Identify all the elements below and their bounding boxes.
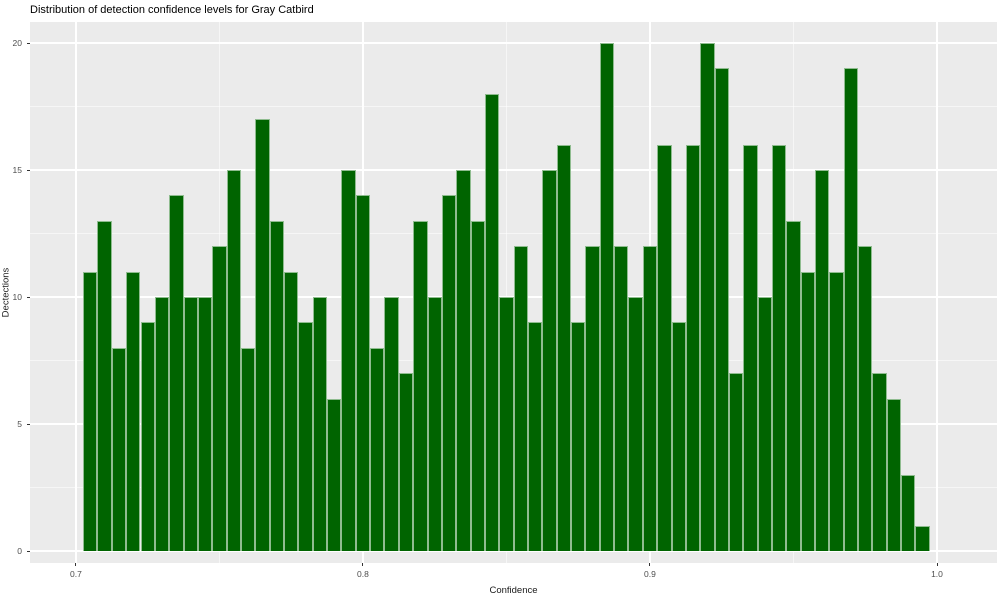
x-minor-gridline: [505, 22, 507, 563]
histogram-bar: [370, 347, 385, 552]
x-tick-label: 1.0: [931, 569, 943, 579]
histogram-bar: [872, 373, 887, 552]
histogram-bar: [599, 43, 615, 552]
histogram-bar: [657, 144, 672, 552]
histogram-bar: [269, 220, 284, 552]
histogram-bar: [441, 195, 457, 552]
histogram-bar: [427, 297, 442, 552]
histogram-bar: [398, 373, 414, 552]
histogram-bar: [226, 170, 241, 552]
histogram-bar: [513, 246, 528, 552]
histogram-bar: [298, 322, 313, 552]
histogram-bar: [714, 68, 729, 552]
x-major-gridline: [936, 22, 938, 563]
histogram-bar: [140, 322, 155, 552]
x-axis-title: Confidence: [489, 585, 538, 596]
histogram-bar: [240, 347, 256, 552]
histogram-bar: [614, 246, 629, 552]
y-tick-mark: [27, 42, 30, 44]
histogram-bar: [700, 43, 715, 552]
x-tick-label: 0.7: [70, 569, 82, 579]
y-tick-mark: [27, 423, 30, 425]
histogram-bar: [800, 271, 816, 552]
histogram-bar: [327, 398, 342, 552]
histogram-bar: [757, 297, 772, 552]
histogram-bar: [255, 119, 270, 552]
histogram-bar: [111, 347, 127, 552]
histogram-bar: [384, 297, 399, 552]
y-tick-label: 10: [12, 292, 22, 303]
histogram-bar: [858, 246, 873, 552]
y-axis-title: Dectections: [0, 267, 12, 318]
histogram-bar: [183, 297, 198, 552]
histogram-bar: [685, 144, 701, 552]
x-tick-label: 0.8: [357, 569, 369, 579]
histogram-bar: [154, 297, 170, 552]
histogram-bar: [169, 195, 184, 552]
histogram-bar: [843, 68, 859, 552]
x-tick-mark: [75, 563, 77, 566]
histogram-bar: [527, 322, 543, 552]
x-tick-label: 0.9: [644, 569, 656, 579]
histogram-bar: [728, 373, 744, 552]
histogram-bar: [499, 297, 514, 552]
y-major-gridline: [30, 169, 997, 171]
histogram-bar: [97, 220, 112, 552]
histogram-bar: [915, 525, 930, 552]
chart-title: Distribution of detection confidence lev…: [30, 4, 314, 16]
histogram-bar: [901, 474, 916, 552]
histogram-bar: [470, 220, 485, 552]
y-tick-label: 0: [17, 546, 22, 557]
histogram-bar: [197, 297, 213, 552]
histogram-bar: [642, 246, 658, 552]
histogram-bar: [628, 297, 643, 552]
histogram-bar: [484, 93, 500, 552]
histogram-bar: [585, 246, 600, 552]
y-minor-gridline: [30, 233, 997, 235]
x-tick-mark: [936, 563, 938, 566]
y-tick-mark: [27, 296, 30, 298]
histogram-bar: [284, 271, 299, 552]
histogram-bar: [671, 322, 686, 552]
histogram-bar: [556, 144, 572, 552]
histogram-bar: [355, 195, 371, 552]
y-tick-label: 20: [12, 38, 22, 49]
histogram-bar: [83, 271, 98, 552]
y-tick-label: 15: [12, 165, 22, 176]
histogram-bar: [786, 220, 801, 552]
y-major-gridline: [30, 550, 997, 552]
histogram-bar: [771, 144, 787, 552]
chart-panel: [30, 22, 997, 563]
x-tick-mark: [362, 563, 364, 566]
histogram-bar: [886, 398, 902, 552]
histogram-bar: [571, 322, 586, 552]
y-tick-mark: [27, 169, 30, 171]
histogram-bar: [829, 271, 844, 552]
histogram-bar: [456, 170, 471, 552]
histogram-bar: [126, 271, 141, 552]
y-tick-label: 5: [17, 419, 22, 430]
x-major-gridline: [75, 22, 77, 563]
y-minor-gridline: [30, 106, 997, 108]
histogram-bar: [743, 144, 758, 552]
y-major-gridline: [30, 42, 997, 44]
histogram-bar: [341, 170, 356, 552]
y-tick-mark: [27, 550, 30, 552]
x-tick-mark: [649, 563, 651, 566]
histogram-bar: [542, 170, 557, 552]
histogram-bar: [413, 220, 428, 552]
histogram-bar: [312, 297, 328, 552]
histogram-bar: [212, 246, 227, 552]
histogram-bar: [815, 170, 830, 552]
